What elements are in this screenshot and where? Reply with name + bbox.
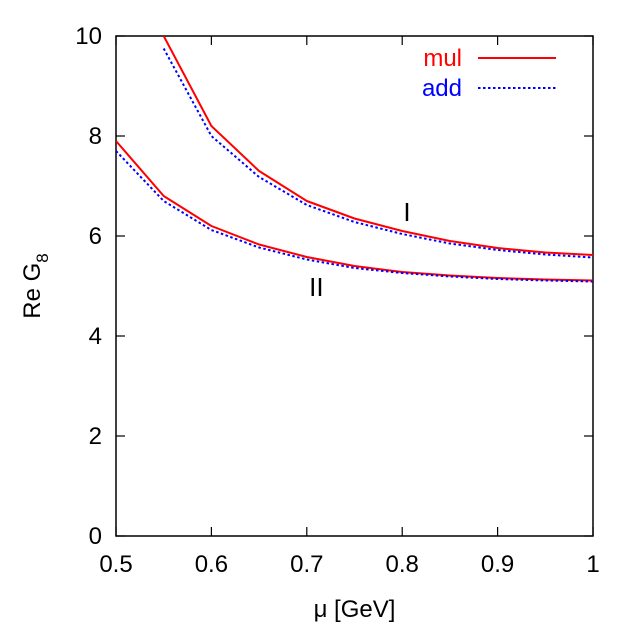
x-tick-label: 0.7: [290, 551, 323, 578]
y-tick-label: 6: [89, 223, 102, 250]
legend: mul add: [422, 45, 556, 102]
series-group: [116, 36, 593, 283]
y-tick-label: 4: [89, 323, 102, 350]
legend-label-add: add: [422, 75, 462, 102]
x-tick-label: 0.6: [195, 551, 228, 578]
x-tick-label: 0.5: [99, 551, 132, 578]
curve-label-ii: II: [309, 272, 323, 302]
y-axis-title-main: Re G: [19, 263, 46, 319]
curve-label-i: I: [403, 197, 410, 227]
annotations: III: [309, 197, 410, 302]
x-axis-title: μ [GeV]: [314, 596, 396, 623]
series-layer: [116, 36, 593, 283]
x-tick-label: 0.9: [481, 551, 514, 578]
series-line-ii-add: [116, 150, 593, 283]
plot-frame: [115, 35, 594, 537]
y-tick-label: 0: [89, 523, 102, 550]
y-tick-label: 8: [89, 123, 102, 150]
y-axis-title-subscript: 8: [33, 253, 52, 262]
x-tick-label: 1: [586, 551, 599, 578]
y-tick-label: 2: [89, 423, 102, 450]
x-tick-label: 0.8: [386, 551, 419, 578]
series-line-i-add: [162, 48, 593, 259]
y-tick-label: 10: [75, 23, 102, 50]
plot-border: [115, 35, 594, 537]
series-line-ii-mul: [116, 140, 593, 282]
y-axis-title: Re G8: [19, 253, 52, 318]
legend-label-mul: mul: [423, 45, 462, 72]
series-line-i-mul: [162, 36, 593, 256]
